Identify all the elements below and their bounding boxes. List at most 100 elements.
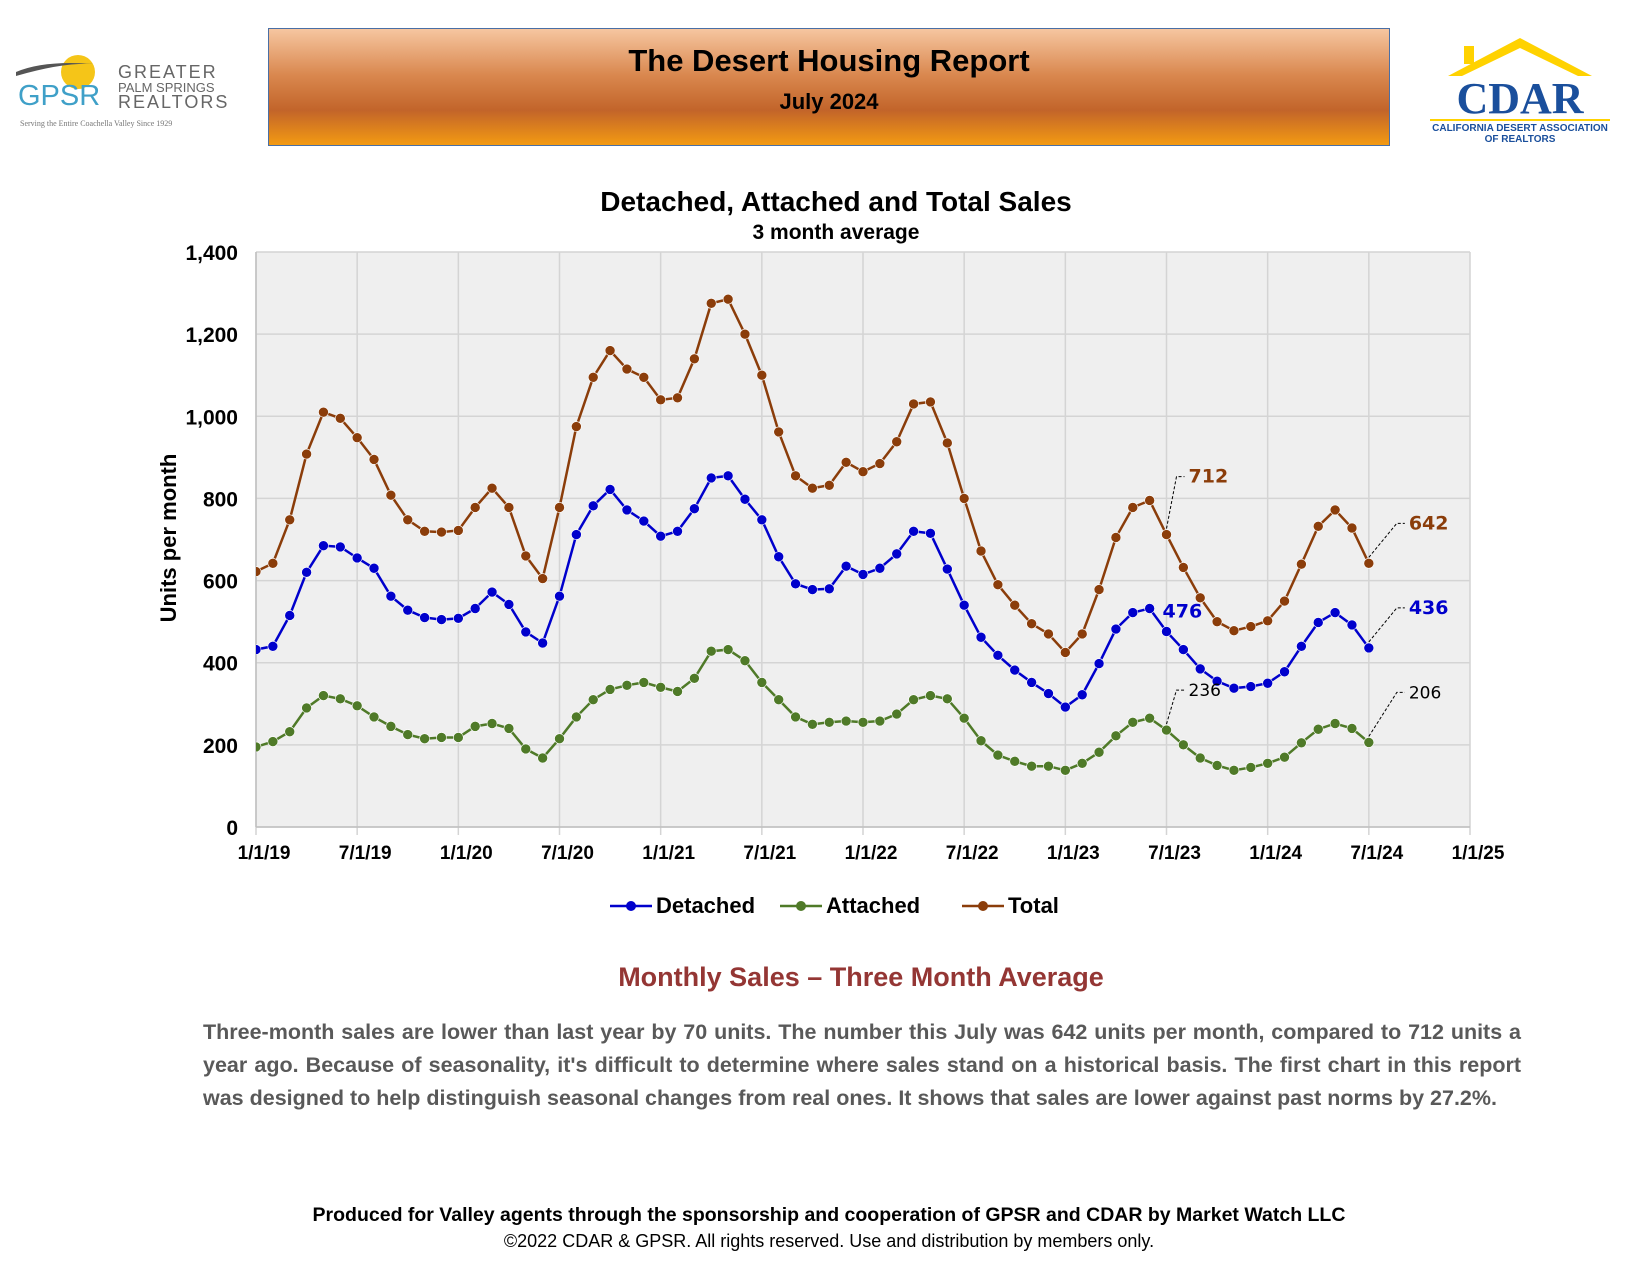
data-point-attached bbox=[1060, 765, 1071, 776]
y-tick-label: 1,200 bbox=[185, 324, 238, 347]
data-point-attached bbox=[1161, 724, 1172, 736]
cdar-logo: CDAR CALIFORNIA DESERT ASSOCIATION OF RE… bbox=[1430, 38, 1610, 145]
data-point-detached bbox=[368, 562, 380, 574]
data-point-attached bbox=[453, 732, 464, 743]
legend-label-detached: Detached bbox=[656, 893, 755, 918]
data-point-attached bbox=[436, 732, 447, 743]
data-point-attached bbox=[638, 677, 650, 688]
data-point-detached bbox=[689, 503, 700, 514]
data-point-total bbox=[335, 413, 346, 424]
data-point-attached bbox=[1279, 751, 1290, 763]
data-point-attached bbox=[790, 711, 801, 723]
data-point-attached bbox=[621, 680, 633, 691]
data-point-detached bbox=[351, 552, 363, 564]
x-tick-label: 1/1/24 bbox=[1249, 843, 1302, 864]
data-point-attached bbox=[1043, 760, 1054, 772]
y-tick-label: 1,000 bbox=[185, 406, 238, 429]
data-point-total bbox=[672, 392, 683, 404]
data-point-detached bbox=[335, 541, 346, 553]
data-point-detached bbox=[942, 563, 953, 575]
data-point-detached bbox=[1245, 681, 1257, 692]
data-point-attached bbox=[351, 700, 363, 712]
data-point-total bbox=[942, 437, 953, 449]
data-point-detached bbox=[1346, 619, 1358, 631]
data-point-detached bbox=[823, 583, 835, 595]
data-point-total bbox=[722, 293, 734, 305]
data-point-detached bbox=[874, 562, 886, 574]
data-point-total bbox=[840, 456, 852, 468]
y-tick-label: 1,400 bbox=[185, 242, 238, 265]
data-point-attached bbox=[1245, 762, 1257, 773]
data-point-attached bbox=[874, 715, 886, 727]
data-point-detached bbox=[958, 599, 970, 611]
x-tick-label: 1/1/22 bbox=[845, 843, 898, 864]
y-tick-label: 800 bbox=[203, 488, 238, 511]
data-point-total bbox=[503, 502, 515, 513]
data-point-total bbox=[436, 526, 447, 538]
data-point-attached bbox=[267, 736, 279, 747]
data-point-attached bbox=[908, 694, 919, 705]
data-point-detached bbox=[1178, 644, 1189, 655]
data-point-detached bbox=[925, 528, 936, 539]
gpsr-logo-mark: GPSR bbox=[18, 80, 100, 112]
data-point-total bbox=[638, 371, 650, 383]
data-point-attached bbox=[1329, 718, 1341, 729]
data-point-detached bbox=[537, 637, 548, 649]
data-point-attached bbox=[1144, 712, 1155, 724]
data-point-total bbox=[469, 502, 481, 513]
data-point-detached bbox=[419, 612, 430, 623]
footer-credit: Produced for Valley agents through the s… bbox=[312, 1204, 1346, 1226]
data-point-attached bbox=[823, 716, 835, 728]
data-point-total bbox=[453, 525, 464, 536]
data-point-total bbox=[874, 458, 886, 469]
data-point-attached bbox=[1178, 739, 1189, 751]
legend-marker-attached bbox=[796, 901, 806, 911]
data-point-total bbox=[1060, 647, 1071, 658]
cdar-logo-line1: CALIFORNIA DESERT ASSOCIATION bbox=[1432, 123, 1608, 134]
gpsr-logo: GPSR GREATER PALM SPRINGS REALTORS Servi… bbox=[16, 55, 227, 128]
plot-area: 0 200 400 600 800 1,000 1,200 1,400 1/1/19 7/1/19… bbox=[185, 242, 1504, 864]
data-point-attached bbox=[705, 645, 717, 657]
data-point-total bbox=[1093, 584, 1105, 595]
data-point-attached bbox=[925, 690, 936, 701]
chimney-icon bbox=[1464, 46, 1474, 64]
data-point-attached bbox=[469, 721, 481, 732]
legend-marker-total bbox=[978, 901, 988, 911]
data-point-detached bbox=[234, 635, 244, 645]
data-point-detached bbox=[453, 613, 464, 624]
data-point-total bbox=[705, 298, 717, 309]
data-point-detached bbox=[1329, 607, 1341, 618]
data-point-attached bbox=[722, 644, 734, 655]
data-point-detached bbox=[604, 484, 616, 495]
data-point-total bbox=[1211, 616, 1223, 627]
data-point-total bbox=[318, 406, 329, 418]
data-point-detached bbox=[436, 614, 447, 625]
data-point-detached bbox=[1312, 617, 1324, 628]
data-point-detached bbox=[284, 610, 296, 621]
data-point-total bbox=[1161, 529, 1172, 540]
data-point-total bbox=[1194, 592, 1206, 604]
data-point-detached bbox=[992, 650, 1004, 661]
data-point-detached bbox=[1262, 677, 1273, 689]
data-point-detached bbox=[773, 551, 784, 563]
data-point-attached bbox=[1312, 723, 1324, 735]
data-point-total bbox=[689, 353, 700, 365]
data-point-attached bbox=[368, 711, 380, 723]
data-point-attached bbox=[1110, 730, 1122, 742]
x-tick-label: 1/1/19 bbox=[238, 843, 291, 864]
data-point-detached bbox=[571, 529, 582, 540]
data-point-attached bbox=[857, 716, 869, 728]
data-point-attached bbox=[256, 741, 262, 753]
data-point-detached bbox=[469, 603, 481, 614]
data-point-attached bbox=[1211, 760, 1223, 771]
data-point-attached bbox=[942, 693, 953, 705]
data-point-attached bbox=[1076, 758, 1088, 769]
data-point-attached bbox=[891, 708, 903, 720]
data-point-total bbox=[1228, 625, 1240, 636]
data-point-detached bbox=[1009, 664, 1021, 676]
data-point-total bbox=[1346, 522, 1358, 534]
data-point-total bbox=[1127, 502, 1139, 513]
data-point-attached bbox=[992, 749, 1004, 761]
y-tick-label: 0 bbox=[226, 817, 238, 840]
legend-label-attached: Attached bbox=[826, 893, 920, 918]
